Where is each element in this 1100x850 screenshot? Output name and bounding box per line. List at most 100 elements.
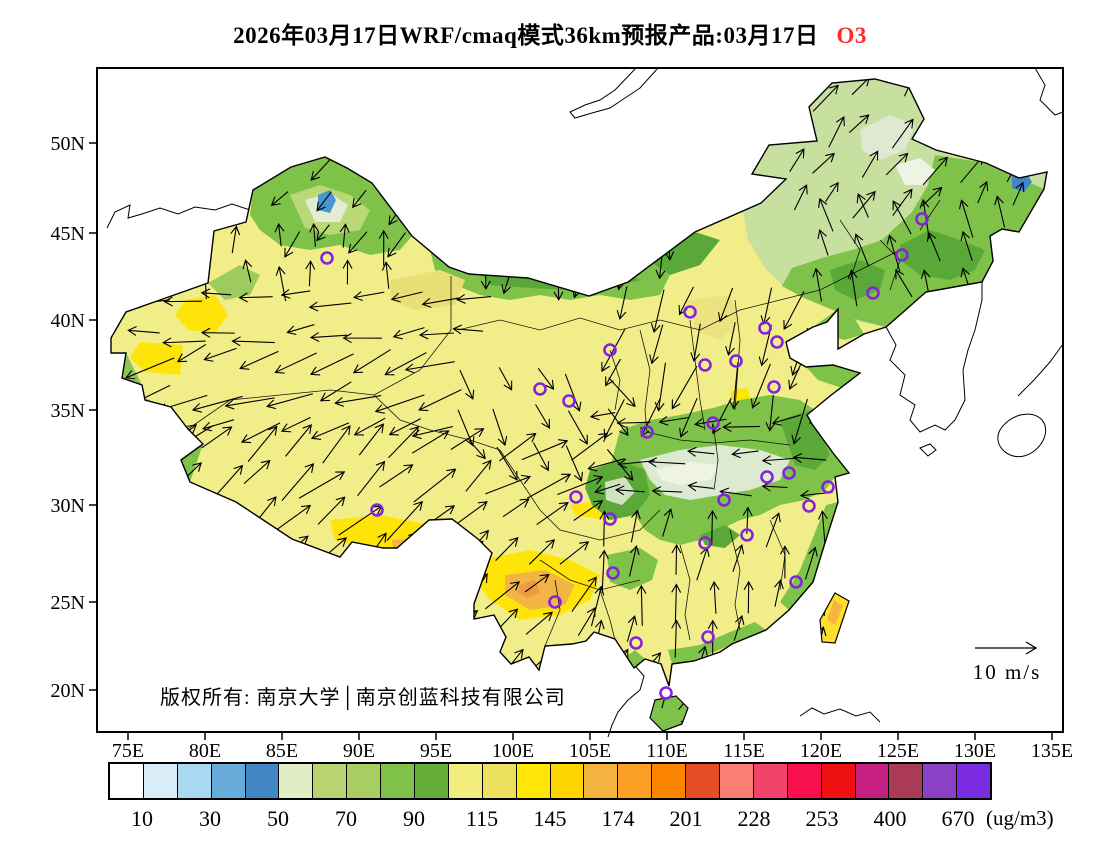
lat-tick-label: 30N <box>51 495 85 517</box>
city-marker <box>729 354 743 368</box>
concentration-region <box>605 477 635 505</box>
colorbar-cell <box>787 764 822 798</box>
city-marker <box>789 575 803 589</box>
colorbar-cell <box>211 764 246 798</box>
concentration-region <box>827 600 843 625</box>
lon-tick-label: 105E <box>569 740 611 762</box>
concentration-region <box>398 545 422 568</box>
city-marker <box>640 425 654 439</box>
city-marker <box>698 358 712 372</box>
colorbar-cell <box>177 764 212 798</box>
colorbar-tick-label: 201 <box>669 806 703 831</box>
copyright-text: 版权所有: 南京大学│南京创蓝科技有限公司 <box>160 687 566 709</box>
pollutant-label: O3 <box>836 23 867 48</box>
lat-tick-label: 20N <box>51 680 85 702</box>
concentration-region <box>392 538 432 575</box>
colorbar-cell <box>415 764 449 798</box>
map-frame <box>96 67 1064 733</box>
colorbar-cell <box>923 764 958 798</box>
colorbar-tick-label: 228 <box>737 806 771 831</box>
concentration-region <box>640 232 720 275</box>
lon-tick-label: 125E <box>877 740 919 762</box>
colorbar-tick-label: 50 <box>267 806 289 831</box>
lon-tick-label: 100E <box>492 740 534 762</box>
colorbar: (ug/m3) 10 30 50 70 90 115 145 174 201 228 253 400 6… <box>0 762 1100 842</box>
city-marker <box>740 528 754 542</box>
colorbar-cell <box>110 764 144 798</box>
concentration-region <box>208 265 260 300</box>
lon-tick-label: 80E <box>189 740 221 762</box>
colorbar-cell <box>279 764 314 798</box>
colorbar-cell <box>720 764 754 798</box>
city-marker <box>698 536 712 550</box>
city-marker <box>370 503 384 517</box>
colorbar-tick-label: 90 <box>403 806 425 831</box>
title-text: 2026年03月17日WRF/cmaq模式36km预报产品:03月17日 <box>233 23 819 48</box>
colorbar-tick-label: 115 <box>465 806 499 831</box>
lon-tick-label: 135E <box>1031 740 1073 762</box>
concentration-region <box>130 342 183 375</box>
lon-tick-label: 85E <box>266 740 298 762</box>
concentration-region <box>607 548 658 590</box>
lon-tick-label: 95E <box>420 740 452 762</box>
city-marker <box>760 470 774 484</box>
city-marker <box>706 416 720 430</box>
city-marker <box>821 480 835 494</box>
concentration-region <box>900 230 985 280</box>
colorbar-cell <box>957 764 991 798</box>
colorbar-tick-label: 400 <box>873 806 907 831</box>
city-marker <box>629 636 643 650</box>
colorbar-cell <box>482 764 517 798</box>
colorbar-cell <box>245 764 280 798</box>
lat-tick-label: 40N <box>51 310 85 332</box>
lon-tick-label: 120E <box>800 740 842 762</box>
colorbar-tick-label: 30 <box>199 806 221 831</box>
concentration-region <box>895 158 935 185</box>
city-marker <box>320 251 334 265</box>
concentration-region <box>918 127 933 143</box>
lat-tick-label: 45N <box>51 223 85 245</box>
colorbar-cell <box>550 764 585 798</box>
city-marker <box>770 335 784 349</box>
lat-tick-label: 50N <box>51 133 85 155</box>
colorbar-cell <box>381 764 416 798</box>
province-borders <box>187 199 941 647</box>
concentration-region <box>806 365 860 388</box>
city-marker <box>603 343 617 357</box>
city-marker <box>915 212 929 226</box>
lat-tick-label: 35N <box>51 400 85 422</box>
city-marker <box>758 321 772 335</box>
city-marker <box>659 686 673 700</box>
city-marker <box>548 595 562 609</box>
wind-legend-label: 10 m/s <box>972 660 1042 684</box>
colorbar-tick-label: 670 <box>941 806 975 831</box>
concentration-region <box>318 190 336 213</box>
colorbar-cell <box>686 764 721 798</box>
city-markers <box>320 212 929 700</box>
concentration-region <box>830 260 885 300</box>
colorbar-cell <box>652 764 687 798</box>
colorbar-unit: (ug/m3) <box>986 806 1054 830</box>
colorbar-cell <box>448 764 483 798</box>
concentration-region <box>505 570 575 610</box>
china-outline <box>110 78 1048 687</box>
concentration-region <box>650 696 688 731</box>
wind-arrows <box>124 79 1025 731</box>
colorbar-cell <box>516 764 551 798</box>
colorbar-tick-label: 253 <box>805 806 839 831</box>
lat-tick-label: 25N <box>51 592 85 614</box>
city-marker <box>683 305 697 319</box>
page-title: 2026年03月17日WRF/cmaq模式36km预报产品:03月17日 O3 <box>0 16 1100 50</box>
colorbar-cell <box>889 764 924 798</box>
city-marker <box>533 382 547 396</box>
concentration-region <box>330 515 470 558</box>
colorbar-cell <box>753 764 788 798</box>
wind-legend-arrow <box>975 641 1038 655</box>
city-marker <box>603 512 617 526</box>
concentration-region <box>780 410 830 470</box>
colorbar-cell <box>584 764 619 798</box>
colorbar-cells <box>108 762 992 800</box>
city-marker <box>767 380 781 394</box>
